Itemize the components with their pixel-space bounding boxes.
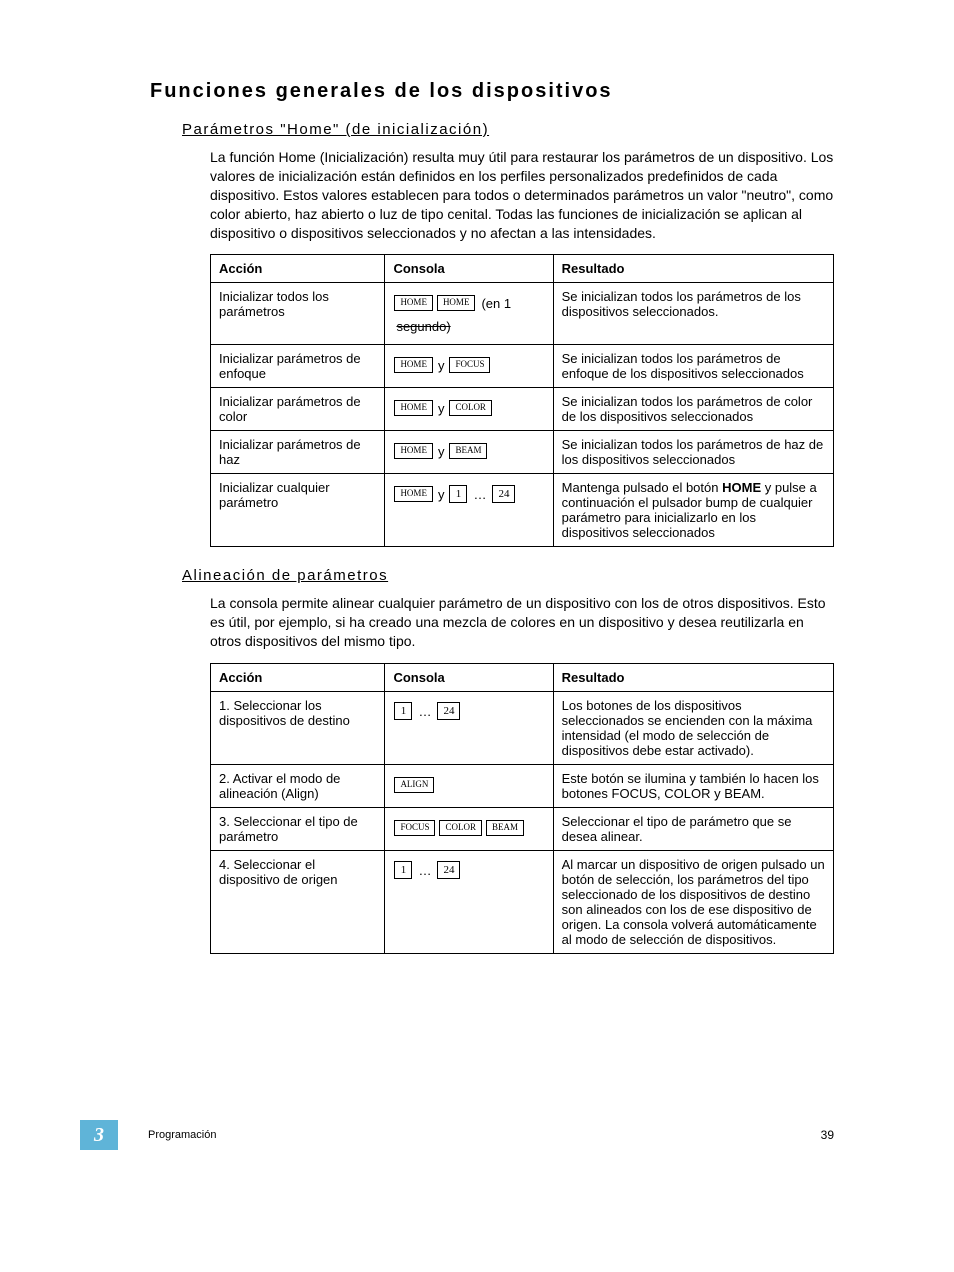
key-color: COLOR	[449, 400, 492, 416]
key-24: 24	[437, 702, 460, 720]
th-accion: Acción	[211, 255, 385, 283]
cell-accion: 4. Seleccionar el dispositivo de origen	[211, 851, 385, 954]
cell-accion: Inicializar todos los parámetros	[211, 283, 385, 345]
cell-consola: HOME y FOCUS	[385, 345, 553, 388]
cell-resultado: Al marcar un dispositivo de origen pulsa…	[553, 851, 833, 954]
table-row: Inicializar cualquier parámetro HOME y 1…	[211, 474, 834, 547]
key-focus: FOCUS	[394, 820, 435, 836]
page-footer: 3 Programación 39	[0, 1120, 954, 1150]
th-consola: Consola	[385, 664, 553, 692]
cell-accion: Inicializar cualquier parámetro	[211, 474, 385, 547]
cell-resultado: Se inicializan todos los parámetros de l…	[553, 283, 833, 345]
cell-consola: HOME HOME (en 1 segundo)	[385, 283, 553, 345]
cell-resultado: Mantenga pulsado el botón HOME y pulse a…	[553, 474, 833, 547]
cell-resultado: Se inicializan todos los parámetros de h…	[553, 431, 833, 474]
cell-consola: FOCUS COLOR BEAM	[385, 808, 553, 851]
cell-resultado: Se inicializan todos los parámetros de e…	[553, 345, 833, 388]
cell-accion: 2. Activar el modo de alineación (Align)	[211, 765, 385, 808]
table-row: 2. Activar el modo de alineación (Align)…	[211, 765, 834, 808]
cell-resultado: Este botón se ilumina y también lo hacen…	[553, 765, 833, 808]
cell-consola: ALIGN	[385, 765, 553, 808]
th-accion: Acción	[211, 664, 385, 692]
page-title: Funciones generales de los dispositivos	[150, 80, 834, 103]
key-home: HOME	[394, 486, 433, 502]
key-color: COLOR	[439, 820, 482, 836]
cell-accion: Inicializar parámetros de color	[211, 388, 385, 431]
cell-consola: HOME y 1 … 24	[385, 474, 553, 547]
home-table: Acción Consola Resultado Inicializar tod…	[210, 254, 834, 547]
cell-resultado: Se inicializan todos los parámetros de c…	[553, 388, 833, 431]
key-align: ALIGN	[394, 777, 434, 793]
res-pre: Mantenga pulsado el botón	[562, 480, 722, 495]
key-home: HOME	[394, 357, 433, 373]
cell-consola: HOME y BEAM	[385, 431, 553, 474]
cell-accion: Inicializar parámetros de enfoque	[211, 345, 385, 388]
th-consola: Consola	[385, 255, 553, 283]
table-row: 3. Seleccionar el tipo de parámetro FOCU…	[211, 808, 834, 851]
key-24: 24	[492, 485, 515, 503]
after-text: (en 1	[481, 292, 511, 315]
th-resultado: Resultado	[553, 255, 833, 283]
table-row: Inicializar todos los parámetros HOME HO…	[211, 283, 834, 345]
key-home: HOME	[394, 295, 433, 311]
align-table: Acción Consola Resultado 1. Seleccionar …	[210, 663, 834, 954]
table-row: 4. Seleccionar el dispositivo de origen …	[211, 851, 834, 954]
dots: …	[473, 483, 486, 506]
section-body-home: La función Home (Inicialización) resulta…	[210, 148, 834, 242]
cell-accion: 3. Seleccionar el tipo de parámetro	[211, 808, 385, 851]
table-row: Inicializar parámetros de color HOME y C…	[211, 388, 834, 431]
table-row: Inicializar parámetros de haz HOME y BEA…	[211, 431, 834, 474]
key-beam: BEAM	[486, 820, 524, 836]
y-separator: y	[438, 483, 445, 506]
key-home: HOME	[437, 295, 476, 311]
section-heading-home: Parámetros "Home" (de inicialización)	[182, 121, 834, 138]
key-focus: FOCUS	[449, 357, 490, 373]
y-separator: y	[438, 354, 445, 377]
page-number: 39	[821, 1128, 834, 1142]
key-24: 24	[437, 861, 460, 879]
cell-consola: 1 … 24	[385, 851, 553, 954]
chapter-number-box: 3	[80, 1120, 118, 1150]
cell-consola: 1 … 24	[385, 692, 553, 765]
key-1: 1	[394, 702, 412, 720]
dots: …	[418, 859, 431, 882]
key-home: HOME	[394, 400, 433, 416]
cell-accion: 1. Seleccionar los dispositivos de desti…	[211, 692, 385, 765]
key-1: 1	[449, 485, 467, 503]
cell-resultado: Seleccionar el tipo de parámetro que se …	[553, 808, 833, 851]
table-row: 1. Seleccionar los dispositivos de desti…	[211, 692, 834, 765]
y-separator: y	[438, 440, 445, 463]
section-body-align: La consola permite alinear cualquier par…	[210, 594, 834, 651]
cell-accion: Inicializar parámetros de haz	[211, 431, 385, 474]
section-heading-align: Alineación de parámetros	[182, 567, 834, 584]
cell-consola: HOME y COLOR	[385, 388, 553, 431]
dots: …	[418, 700, 431, 723]
after-text-2: segundo)	[396, 319, 450, 334]
res-bold: HOME	[722, 480, 761, 495]
key-1: 1	[394, 861, 412, 879]
y-separator: y	[438, 397, 445, 420]
footer-label: Programación	[148, 1129, 821, 1141]
cell-resultado: Los botones de los dispositivos seleccio…	[553, 692, 833, 765]
th-resultado: Resultado	[553, 664, 833, 692]
key-home: HOME	[394, 443, 433, 459]
table-row: Inicializar parámetros de enfoque HOME y…	[211, 345, 834, 388]
key-beam: BEAM	[449, 443, 487, 459]
